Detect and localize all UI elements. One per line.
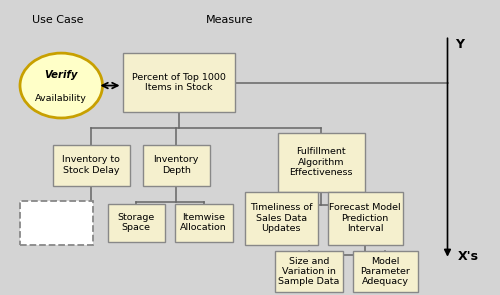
Ellipse shape (20, 53, 102, 118)
Text: Y: Y (455, 38, 464, 51)
Text: Size and
Variation in
Sample Data: Size and Variation in Sample Data (278, 256, 340, 286)
Text: Measure: Measure (206, 15, 254, 25)
Text: Percent of Top 1000
Items in Stock: Percent of Top 1000 Items in Stock (132, 73, 226, 92)
Text: Inventory to
Stock Delay: Inventory to Stock Delay (62, 155, 120, 175)
Text: Forecast Model
Prediction
Interval: Forecast Model Prediction Interval (329, 203, 401, 233)
Bar (328, 192, 402, 245)
Bar (20, 201, 92, 245)
Text: Verify: Verify (44, 70, 78, 80)
Text: Storage
Space: Storage Space (118, 213, 155, 232)
Text: Availability: Availability (36, 94, 87, 103)
Bar (142, 145, 210, 186)
Bar (278, 133, 365, 192)
Bar (275, 251, 342, 292)
Text: X's: X's (458, 250, 478, 263)
Bar (245, 192, 318, 245)
Text: Inventory
Depth: Inventory Depth (154, 155, 199, 175)
Text: Fulfillment
Algorithm
Effectiveness: Fulfillment Algorithm Effectiveness (290, 147, 353, 177)
Text: Use Case: Use Case (32, 15, 83, 25)
Bar (352, 251, 418, 292)
Text: Timeliness of
Sales Data
Updates: Timeliness of Sales Data Updates (250, 203, 312, 233)
Bar (122, 53, 235, 112)
Bar (175, 204, 233, 242)
Bar (108, 204, 165, 242)
Text: Itemwise
Allocation: Itemwise Allocation (180, 213, 227, 232)
Text: Model
Parameter
Adequacy: Model Parameter Adequacy (360, 256, 410, 286)
Bar (52, 145, 130, 186)
